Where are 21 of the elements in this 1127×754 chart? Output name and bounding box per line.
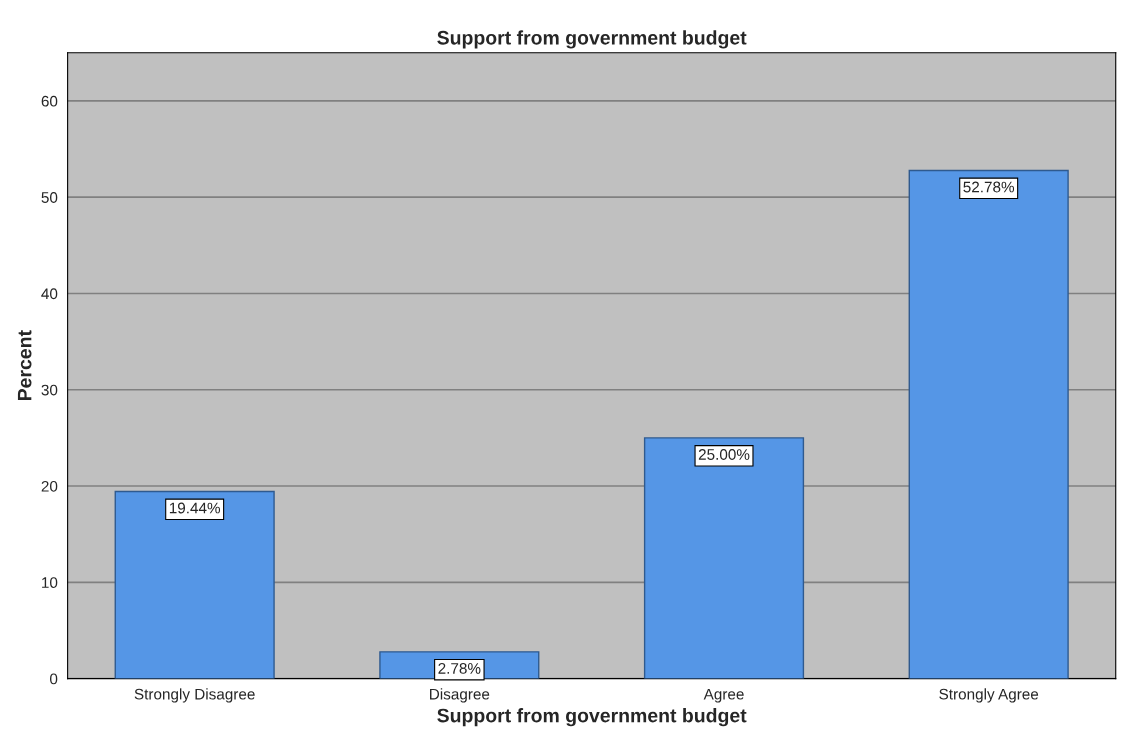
- x-axis-title: Support from government budget: [437, 708, 747, 727]
- x-tick-label: Strongly Disagree: [134, 688, 255, 703]
- x-tick-label: Disagree: [430, 688, 490, 703]
- data-label: 52.78%: [963, 181, 1015, 193]
- data-label: 19.44%: [169, 502, 221, 514]
- x-tick-label: Strongly Agree: [939, 688, 1039, 703]
- data-label: 2.78%: [438, 663, 481, 674]
- bar: [643, 437, 805, 679]
- y-tick-label: 30: [41, 384, 58, 396]
- y-tick-label: 20: [41, 480, 58, 492]
- y-tick-label: 50: [41, 192, 58, 203]
- data-label: 25.00%: [698, 449, 750, 460]
- y-tick-label: 60: [41, 95, 58, 107]
- bar: [908, 169, 1069, 679]
- x-tick-label: Agree: [703, 688, 744, 703]
- chart-title: Support from government budget: [437, 30, 747, 49]
- y-tick-label: 40: [41, 288, 58, 300]
- bar: [114, 490, 275, 679]
- y-axis-title: Percent: [17, 330, 32, 401]
- y-tick-label: 10: [42, 577, 58, 589]
- y-tick-label: 0: [50, 673, 58, 685]
